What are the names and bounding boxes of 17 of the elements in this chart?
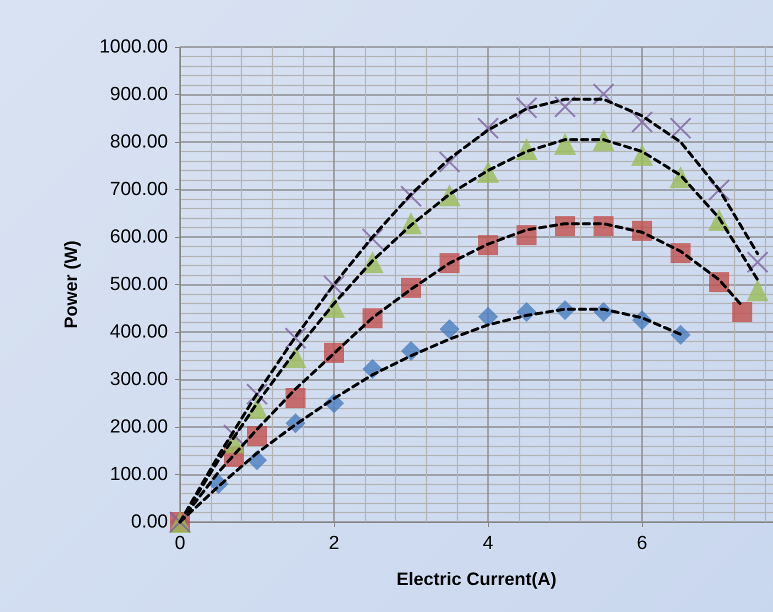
x-tick-label: 0	[174, 533, 186, 554]
y-tick-label: 1000.00	[99, 36, 168, 58]
y-tick-label: 600.00	[110, 226, 168, 248]
y-tick-label: 300.00	[110, 369, 168, 390]
x-tick-label: 6	[636, 533, 648, 554]
y-tick-label: 700.00	[110, 179, 168, 200]
y-tick-label: 400.00	[110, 322, 168, 342]
x-axis-title: Electric Current(A)	[396, 569, 557, 589]
y-tick-label: 900.00	[110, 84, 168, 105]
y-axis-title: Power (W)	[61, 240, 81, 328]
y-tick-label: 100.00	[110, 464, 168, 485]
x-tick-label: 2	[328, 533, 340, 554]
x-tick-label: 4	[482, 533, 494, 554]
y-tick-label: 0.00	[131, 512, 168, 532]
y-tick-label: 200.00	[110, 416, 168, 438]
y-tick-label: 500.00	[110, 274, 168, 295]
y-tick-label: 800.00	[110, 132, 168, 152]
